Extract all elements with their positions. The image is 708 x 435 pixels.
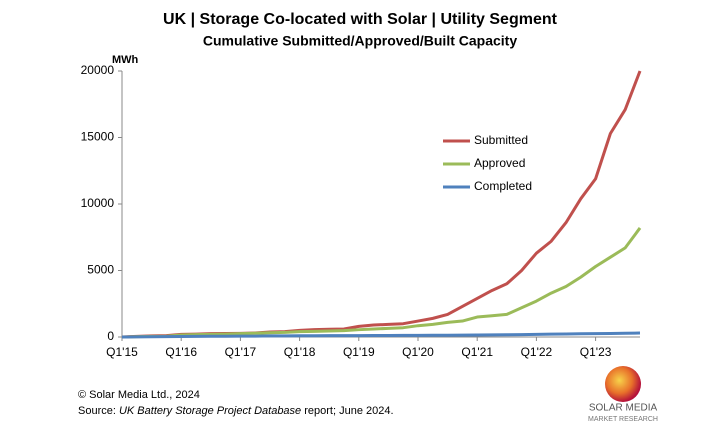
series-line [121, 331, 641, 339]
logo-sub: MARKET RESEARCH [588, 416, 658, 423]
legend-label: Submitted [474, 133, 528, 147]
chart-subtitle: Cumulative Submitted/Approved/Built Capa… [203, 33, 517, 49]
y-tick-label: 15000 [81, 130, 115, 144]
source-title: UK Battery Storage Project Database [119, 405, 301, 417]
legend-label: Completed [474, 179, 532, 193]
source: Source: UK Battery Storage Project Datab… [78, 405, 394, 417]
x-tick-label: Q1'15 [106, 345, 138, 359]
legend-label: Approved [474, 156, 525, 170]
x-tick-label: Q1'21 [461, 345, 493, 359]
x-tick-label: Q1'18 [284, 345, 316, 359]
chart-title: UK | Storage Co-located with Solar | Uti… [163, 11, 558, 28]
x-tick-label: Q1'17 [225, 345, 257, 359]
x-tick-label: Q1'23 [580, 345, 612, 359]
series-line [121, 70, 642, 339]
logo-name: SOLAR MEDIA [589, 403, 658, 414]
source-suffix: report; June 2024. [301, 405, 393, 417]
y-tick-label: 10000 [81, 196, 115, 210]
y-tick-label: 20000 [81, 63, 115, 77]
logo-icon [605, 366, 641, 402]
copyright: © Solar Media Ltd., 2024 [78, 389, 200, 401]
y-tick-label: 5000 [87, 263, 114, 277]
y-tick-label: 0 [107, 329, 114, 343]
x-tick-label: Q1'20 [402, 345, 434, 359]
source-prefix: Source: [78, 405, 119, 417]
x-tick-label: Q1'22 [521, 345, 553, 359]
x-tick-label: Q1'16 [165, 345, 197, 359]
series-line [121, 227, 642, 339]
y-axis-label: MWh [112, 54, 139, 66]
x-tick-label: Q1'19 [343, 345, 375, 359]
